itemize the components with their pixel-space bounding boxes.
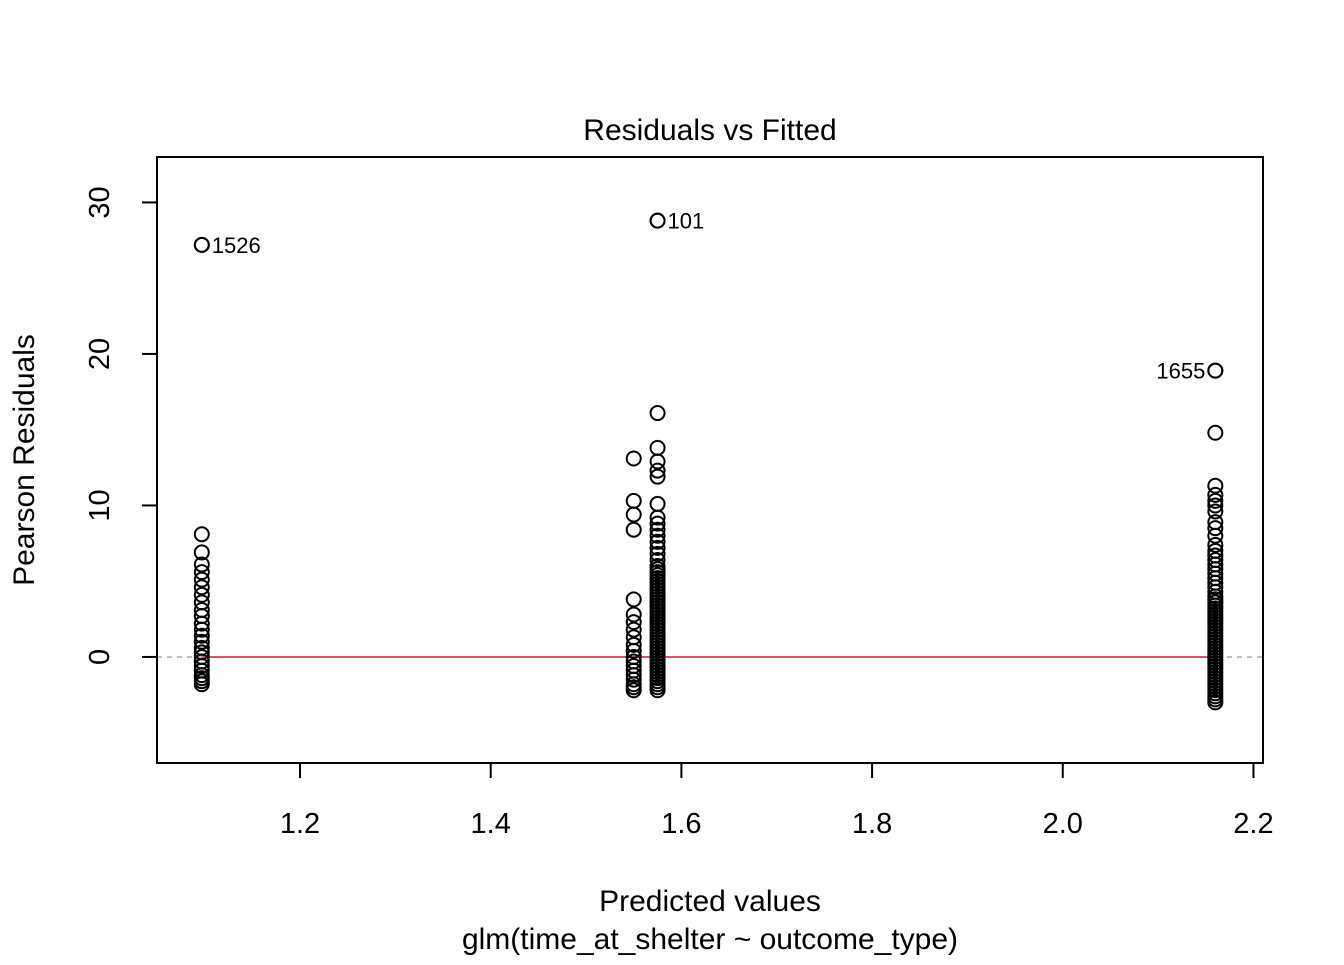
data-points <box>193 212 1224 711</box>
data-point <box>625 636 642 653</box>
data-point <box>1207 477 1224 494</box>
data-point <box>649 439 666 456</box>
data-point <box>193 601 210 618</box>
outlier-label: 101 <box>668 209 705 234</box>
data-point <box>625 492 642 509</box>
x-tick-label: 1.2 <box>280 808 320 840</box>
data-point <box>1207 520 1224 537</box>
data-point <box>193 526 210 543</box>
data-point <box>193 544 210 561</box>
data-point <box>193 579 210 596</box>
data-point <box>649 539 666 556</box>
data-point <box>1207 486 1224 503</box>
chart-title: Residuals vs Fitted <box>583 114 836 147</box>
data-point <box>193 639 210 656</box>
data-point-outlier <box>1207 362 1224 379</box>
point-labels: 1526 101 1655 <box>212 209 1206 384</box>
data-point <box>193 594 210 611</box>
outlier-label: 1655 <box>1156 359 1205 384</box>
x-tick-label: 1.8 <box>852 808 892 840</box>
data-point <box>649 533 666 550</box>
data-point <box>193 648 210 665</box>
y-tick-label: 30 <box>84 186 116 218</box>
data-point <box>1207 503 1224 520</box>
data-point <box>625 450 642 467</box>
data-point <box>649 558 666 575</box>
data-point <box>1207 514 1224 531</box>
data-point <box>649 545 666 562</box>
data-point <box>625 606 642 623</box>
y-tick-label: 0 <box>84 649 116 665</box>
y-tick-label: 20 <box>84 338 116 370</box>
x-tick-label: 2.0 <box>1043 808 1083 840</box>
data-point <box>625 621 642 638</box>
x-axis-label: Predicted values <box>599 885 821 918</box>
data-point <box>625 648 642 665</box>
data-point <box>625 658 642 675</box>
data-point <box>193 556 210 573</box>
data-point <box>625 614 642 631</box>
data-point <box>193 644 210 661</box>
data-point <box>625 521 642 538</box>
data-point <box>193 571 210 588</box>
data-point <box>649 521 666 538</box>
data-point <box>649 468 666 485</box>
x-axis: 1.2 1.4 1.6 1.8 2.0 2.2 <box>280 762 1274 840</box>
x-tick-label: 1.6 <box>661 808 701 840</box>
x-tick-label: 1.4 <box>471 808 511 840</box>
data-point <box>649 515 666 532</box>
data-point <box>1207 536 1224 553</box>
data-point <box>649 551 666 568</box>
outlier-label: 1526 <box>212 233 261 258</box>
data-point <box>193 627 210 644</box>
data-point-outlier <box>193 236 210 253</box>
data-point <box>1207 542 1224 559</box>
y-tick-label: 10 <box>84 489 116 521</box>
data-point <box>1207 424 1224 441</box>
data-point <box>625 653 642 670</box>
data-point <box>649 462 666 479</box>
data-point <box>649 405 666 422</box>
data-point <box>1207 547 1224 564</box>
data-point <box>193 564 210 581</box>
y-axis-label: Pearson Residuals <box>8 334 41 586</box>
data-point <box>1207 497 1224 514</box>
data-point <box>649 527 666 544</box>
data-point <box>649 495 666 512</box>
data-point-outlier <box>649 212 666 229</box>
data-point <box>1207 551 1224 568</box>
x-axis-subtitle: glm(time_at_shelter ~ outcome_type) <box>462 923 958 956</box>
data-point <box>193 633 210 650</box>
data-point <box>1207 492 1224 509</box>
y-axis: 0 10 20 30 <box>84 186 158 665</box>
data-point <box>193 586 210 603</box>
x-tick-label: 2.2 <box>1233 808 1273 840</box>
data-point <box>625 591 642 608</box>
data-point <box>625 629 642 646</box>
